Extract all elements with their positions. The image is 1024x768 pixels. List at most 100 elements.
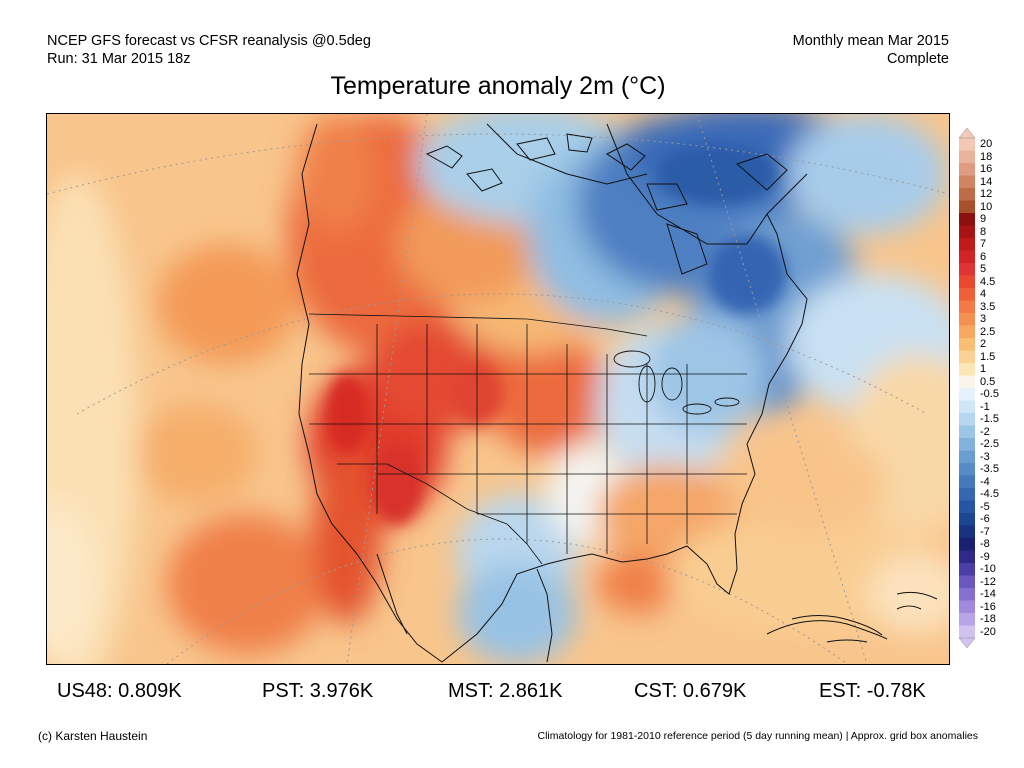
scale-swatch — [959, 388, 975, 401]
scale-label: 18 — [980, 150, 993, 163]
stat-mst: MST: 2.861K — [448, 680, 563, 702]
anomaly-map — [46, 113, 950, 665]
scale-swatch — [959, 138, 975, 151]
scale-label: 8 — [980, 225, 987, 238]
scale-label: -2.5 — [980, 438, 999, 451]
anomaly-map-graphic — [47, 114, 949, 664]
scale-label: -4 — [980, 475, 990, 488]
scale-arrow-top-icon — [958, 128, 976, 139]
scale-label: 2 — [980, 338, 987, 351]
scale-label: 4.5 — [980, 275, 996, 288]
scale-swatch — [959, 475, 975, 489]
scale-label: 20 — [980, 138, 993, 151]
great-lakes — [613, 350, 740, 415]
scale-label: -7 — [980, 525, 990, 538]
scale-swatch — [959, 238, 975, 251]
stat-est: EST: -0.78K — [819, 680, 926, 702]
scale-swatch — [959, 263, 975, 276]
completion-status: Complete — [886, 51, 949, 67]
run-time: Run: 31 Mar 2015 18z — [47, 51, 191, 67]
scale-swatch — [959, 613, 975, 626]
scale-label: -6 — [980, 513, 990, 526]
stat-cst: CST: 0.679K — [634, 680, 747, 702]
scale-swatch — [959, 563, 975, 576]
stat-us48: US48: 0.809K — [57, 680, 182, 702]
scale-swatch — [959, 213, 975, 226]
scale-label: -0.5 — [980, 388, 999, 401]
scale-label: -1 — [980, 400, 990, 413]
scale-swatch — [959, 450, 975, 464]
arctic-islands — [425, 133, 788, 275]
scale-swatch — [959, 575, 975, 589]
scale-swatch — [959, 463, 975, 476]
scale-swatch — [959, 188, 975, 201]
scale-label: 7 — [980, 238, 987, 251]
scale-label: 0.5 — [980, 375, 996, 388]
scale-swatch — [959, 588, 975, 601]
scale-label: -2 — [980, 425, 990, 438]
scale-label: 14 — [980, 175, 993, 188]
scale-label: 1 — [980, 363, 987, 376]
scale-label: -16 — [980, 600, 996, 613]
scale-label: 3 — [980, 313, 987, 326]
coastlines — [296, 123, 938, 663]
scale-label: 12 — [980, 188, 993, 201]
scale-swatch — [959, 438, 975, 451]
scale-label: 16 — [980, 163, 993, 176]
scale-swatch — [959, 338, 975, 351]
scale-swatch — [959, 225, 975, 239]
scale-swatch — [959, 363, 975, 376]
scale-label: 5 — [980, 263, 987, 276]
scale-label: -20 — [980, 625, 996, 638]
color-scale-swatches — [959, 138, 975, 639]
scale-label: 2.5 — [980, 325, 996, 338]
graticule — [47, 114, 949, 664]
scale-swatch — [959, 200, 975, 214]
map-title: Temperature anomaly 2m (°C) — [330, 72, 666, 100]
scale-swatch — [959, 350, 975, 364]
scale-swatch — [959, 538, 975, 551]
political-borders — [308, 313, 747, 565]
scale-label: -18 — [980, 613, 996, 626]
scale-swatch — [959, 325, 975, 339]
model-description: NCEP GFS forecast vs CFSR reanalysis @0.… — [47, 33, 371, 49]
scale-swatch — [959, 425, 975, 439]
region-stats: US48: 0.809K PST: 3.976K MST: 2.861K CST… — [0, 680, 1024, 706]
scale-swatch — [959, 163, 975, 176]
scale-swatch — [959, 413, 975, 426]
scale-swatch — [959, 313, 975, 326]
scale-label: -3 — [980, 450, 990, 463]
scale-swatch — [959, 300, 975, 314]
copyright-text: (c) Karsten Haustein — [38, 729, 148, 743]
scale-label: -10 — [980, 563, 996, 576]
scale-swatch — [959, 275, 975, 289]
scale-label: 10 — [980, 200, 993, 213]
scale-label: -4.5 — [980, 488, 999, 501]
scale-label: 6 — [980, 250, 987, 263]
scale-label: -5 — [980, 500, 990, 513]
scale-label: 3.5 — [980, 300, 996, 313]
caribbean-islands — [791, 605, 922, 643]
header-right: Monthly mean Mar 2015 Complete — [793, 32, 949, 68]
period-label: Monthly mean Mar 2015 — [792, 33, 949, 49]
color-scale-labels: 20 18 16 14 12 10 9 8 7 6 5 4.5 4 3.5 3 2.5 2 1.5 1 0.5 -0.5… — [980, 128, 1024, 648]
scale-arrow-bottom-icon — [958, 637, 976, 648]
scale-swatch — [959, 175, 975, 189]
climatology-note: Climatology for 1981-2010 reference peri… — [537, 730, 978, 742]
scale-label: 9 — [980, 213, 987, 226]
scale-swatch — [959, 550, 975, 564]
scale-swatch — [959, 513, 975, 526]
scale-swatch — [959, 500, 975, 514]
stat-pst: PST: 3.976K — [262, 680, 374, 702]
scale-swatch — [959, 250, 975, 264]
scale-label: -14 — [980, 588, 996, 601]
scale-label: -9 — [980, 550, 990, 563]
scale-swatch — [959, 625, 975, 639]
scale-label: -12 — [980, 575, 996, 588]
scale-label: 4 — [980, 288, 987, 301]
header-left: NCEP GFS forecast vs CFSR reanalysis @0.… — [47, 32, 371, 68]
scale-swatch — [959, 600, 975, 614]
scale-swatch — [959, 488, 975, 501]
scale-label: -3.5 — [980, 463, 999, 476]
scale-label: 1.5 — [980, 350, 996, 363]
